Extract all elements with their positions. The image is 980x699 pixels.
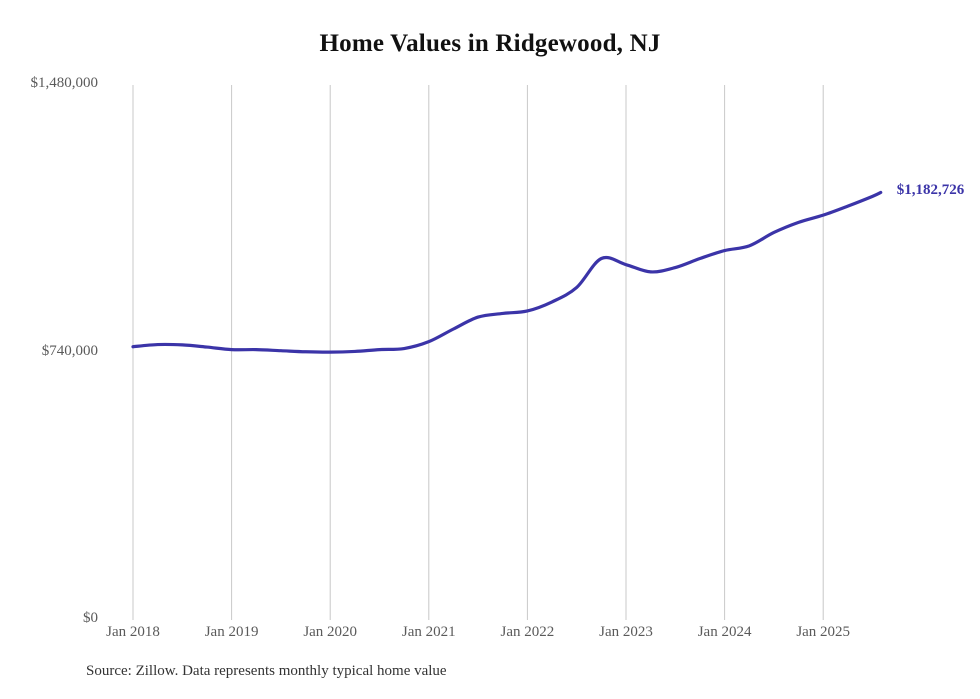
- x-axis-tick-label: Jan 2020: [303, 624, 358, 640]
- x-axis-tick-label: Jan 2022: [500, 624, 555, 640]
- y-axis-tick-label: $0: [83, 610, 98, 626]
- x-axis-tick-label: Jan 2025: [796, 624, 851, 640]
- x-axis-tick-label: Jan 2021: [401, 624, 456, 640]
- y-axis-tick-label: $1,480,000: [30, 75, 99, 91]
- x-axis-tick-label: Jan 2024: [697, 624, 752, 640]
- chart-title: Home Values in Ridgewood, NJ: [319, 30, 661, 57]
- source-note: Source: Zillow. Data represents monthly …: [86, 663, 447, 679]
- x-axis-tick-label: Jan 2023: [599, 624, 653, 640]
- x-axis-tick-label: Jan 2019: [204, 624, 259, 640]
- gridlines: [132, 85, 824, 620]
- x-axis-tick-label: Jan 2018: [106, 624, 160, 640]
- end-value-annotation: $1,182,726: [896, 182, 965, 199]
- series-line-typical-home-value: [131, 190, 883, 354]
- y-axis-tick-label: $740,000: [41, 342, 98, 359]
- data-series-line: [131, 190, 883, 354]
